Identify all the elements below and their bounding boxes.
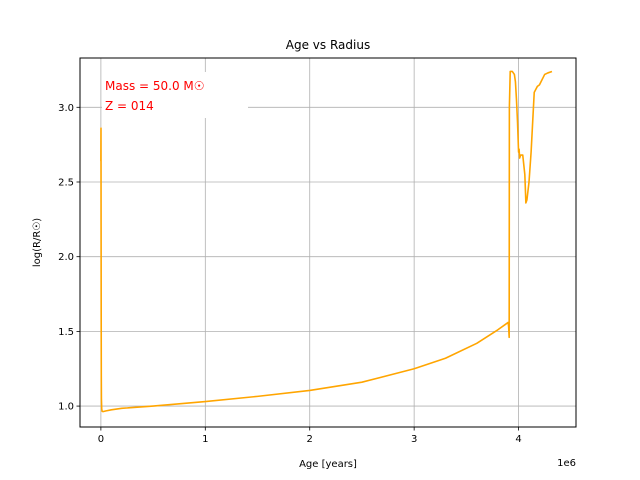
y-tick-label: 2.5 — [58, 177, 74, 188]
x-axis-label: Age [years] — [299, 459, 357, 470]
series-line — [100, 70, 553, 413]
x-tick-label: 1 — [202, 434, 208, 445]
x-tick-label: 0 — [98, 434, 104, 445]
annotation-mass: Mass = 50.0 M☉ — [105, 79, 205, 93]
annotation-background — [102, 72, 248, 118]
plot-frame — [79, 57, 577, 428]
series-layer — [100, 70, 553, 413]
x-axis-offset-label: 1e6 — [557, 458, 576, 469]
y-axis-label: log(R/R☉) — [32, 218, 43, 267]
x-axis: 0 1 2 3 4 — [98, 427, 522, 445]
x-tick-label: 3 — [411, 434, 417, 445]
x-tick-label: 2 — [307, 434, 313, 445]
x-tick-label: 4 — [515, 434, 521, 445]
y-tick-label: 3.0 — [58, 103, 74, 114]
y-tick-label: 2.0 — [58, 252, 74, 263]
y-tick-label: 1.5 — [58, 327, 74, 338]
plot-area — [80, 58, 576, 427]
annotation-metallicity: Z = 014 — [105, 99, 154, 113]
y-axis: 1.0 1.5 2.0 2.5 3.0 — [58, 103, 80, 413]
y-tick-label: 1.0 — [58, 402, 74, 413]
annotation-box: Mass = 50.0 M☉ Z = 014 — [102, 72, 248, 118]
chart-title: Age vs Radius — [286, 38, 370, 52]
grid — [80, 58, 576, 427]
